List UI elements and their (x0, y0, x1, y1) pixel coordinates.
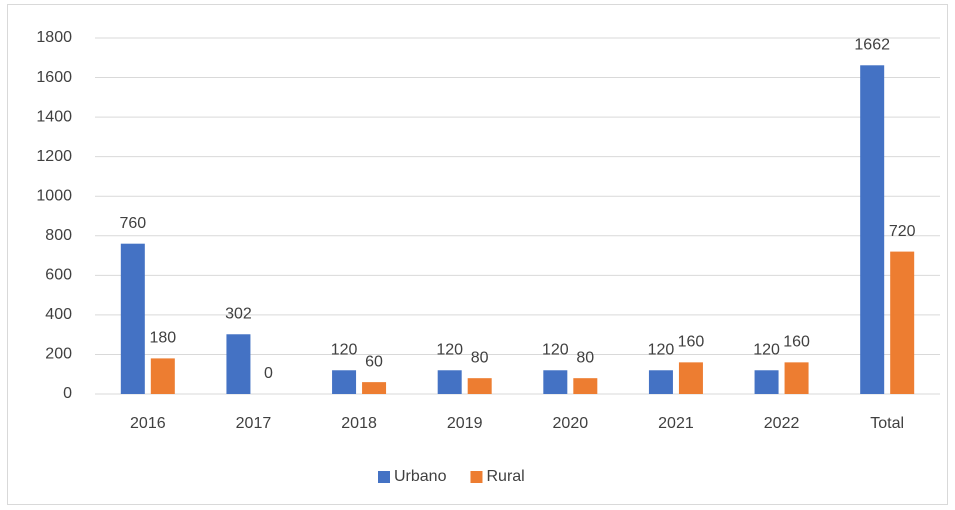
y-tick-label: 1000 (36, 187, 72, 204)
bar (860, 65, 885, 394)
bar (120, 243, 145, 394)
data-label: 120 (753, 341, 780, 358)
bar (648, 370, 673, 394)
data-label: 80 (471, 349, 489, 366)
bar (226, 334, 251, 394)
legend-label: Rural (486, 468, 524, 485)
bar (573, 378, 598, 394)
data-label: 180 (149, 330, 176, 347)
data-label: 60 (365, 353, 383, 370)
data-label: 1662 (854, 37, 890, 54)
data-label: 120 (648, 341, 675, 358)
y-tick-label: 400 (45, 306, 72, 323)
x-tick-label: 2017 (236, 415, 272, 432)
data-label: 760 (119, 215, 146, 232)
y-tick-label: 1400 (36, 108, 72, 125)
bar (467, 378, 492, 394)
y-tick-label: 0 (63, 385, 72, 402)
y-tick-label: 1800 (36, 29, 72, 46)
data-label: 120 (542, 341, 569, 358)
x-tick-label: 2018 (341, 415, 377, 432)
y-tick-label: 800 (45, 227, 72, 244)
bar (754, 370, 779, 394)
x-tick-label: 2016 (130, 415, 166, 432)
chart-border (7, 4, 948, 505)
y-tick-label: 600 (45, 267, 72, 284)
data-label: 720 (889, 223, 916, 240)
data-label: 120 (331, 341, 358, 358)
bar (890, 251, 915, 394)
bar (362, 382, 387, 394)
x-tick-label: 2020 (553, 415, 589, 432)
x-tick-label: 2021 (658, 415, 694, 432)
y-tick-label: 200 (45, 346, 72, 363)
legend-swatch (470, 471, 483, 483)
bar (437, 370, 462, 394)
data-label: 80 (576, 349, 594, 366)
x-tick-label: Total (870, 415, 904, 432)
bar (678, 362, 703, 394)
x-tick-label: 2022 (764, 415, 800, 432)
bar (332, 370, 357, 394)
y-tick-label: 1600 (36, 69, 72, 86)
x-tick-label: 2019 (447, 415, 483, 432)
data-label: 0 (264, 365, 273, 382)
legend-label: Urbano (394, 468, 447, 485)
bar (543, 370, 568, 394)
data-label: 120 (436, 341, 463, 358)
data-label: 160 (783, 334, 810, 351)
y-tick-label: 1200 (36, 148, 72, 165)
data-label: 302 (225, 305, 252, 322)
data-label: 160 (678, 334, 705, 351)
bar (784, 362, 809, 394)
legend-swatch (378, 471, 390, 483)
bar (150, 358, 175, 394)
